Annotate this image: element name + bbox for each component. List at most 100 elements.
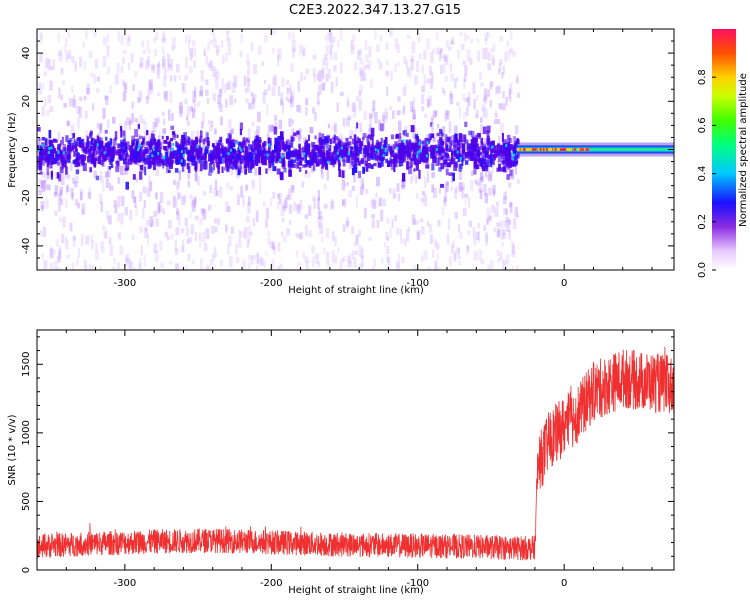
spectrogram-speckle <box>353 106 357 118</box>
spectrogram-speckle <box>128 120 133 125</box>
spectrogram-speckle <box>311 256 316 268</box>
spectrogram-speckle <box>197 176 201 186</box>
spectrogram-speckle <box>111 117 116 124</box>
spectrogram-speckle <box>177 169 182 174</box>
spectrogram-speckle <box>229 95 234 106</box>
spectrogram-core-cell <box>508 159 512 168</box>
spectrogram-speckle <box>161 46 165 52</box>
signal-peak-cell <box>562 148 565 151</box>
spectrogram-speckle <box>370 199 374 208</box>
spectrogram-speckle <box>321 236 324 243</box>
spectrogram-hot-cell <box>327 160 330 164</box>
spectrogram-speckle <box>316 92 320 104</box>
spectrogram-speckle <box>147 55 150 67</box>
spectrogram-core-cell <box>326 155 330 161</box>
spectrogram-core-cell <box>379 123 384 132</box>
spectrogram-speckle <box>71 86 74 93</box>
spectrogram-speckle <box>248 102 253 110</box>
spectrogram-core-cell <box>252 148 256 156</box>
spectrogram-speckle <box>355 234 359 244</box>
spectrogram-speckle <box>57 202 61 212</box>
spectrogram-core-cell <box>157 157 160 163</box>
spectrogram-core-cell <box>139 165 144 171</box>
spectrogram-hot-cell <box>182 154 185 158</box>
spectrogram-speckle <box>512 217 517 230</box>
spectrogram-speckle <box>259 256 263 266</box>
spectrogram-speckle <box>407 67 410 76</box>
spectrogram-speckle <box>225 201 229 213</box>
spectrogram-core-cell <box>38 137 41 142</box>
spectrogram-core-cell <box>390 158 395 164</box>
spectrogram-core-cell <box>477 146 481 151</box>
spectrogram-speckle <box>189 54 192 62</box>
spectrogram-speckle <box>131 234 135 241</box>
spectrogram-core-cell <box>321 159 324 169</box>
spectrogram-core-cell <box>186 151 190 155</box>
spectrogram-core-cell <box>456 139 461 146</box>
spectrogram-speckle <box>132 197 136 203</box>
spectrogram-speckle <box>411 41 416 54</box>
spectrogram-speckle <box>199 258 203 268</box>
spectrogram-speckle <box>371 266 376 270</box>
spectrogram-speckle <box>205 266 209 270</box>
y-tick-label: 1000 <box>21 420 32 445</box>
spectrogram-speckle <box>498 63 502 72</box>
spectrogram-speckle <box>146 234 149 246</box>
colorbar-label: Normalized spectral amplitude <box>738 73 749 227</box>
spectrogram-speckle <box>177 179 181 189</box>
spectrogram-speckle <box>413 264 416 270</box>
spectrogram-speckle <box>277 242 281 252</box>
spectrogram-speckle <box>322 58 326 66</box>
spectrogram-speckle <box>390 70 393 81</box>
spectrogram-speckle <box>263 35 268 43</box>
spectrogram-core-cell <box>120 125 123 131</box>
spectrogram-core-cell <box>187 162 190 167</box>
spectrogram-core-cell <box>157 139 161 147</box>
spectrogram-speckle <box>49 80 53 91</box>
spectrogram-speckle <box>321 82 325 91</box>
spectrogram-speckle <box>317 197 320 210</box>
spectrogram-speckle <box>304 214 309 219</box>
spectrogram-speckle <box>416 230 421 241</box>
spectrogram-speckle <box>324 35 328 40</box>
spectrogram-speckle <box>214 68 217 81</box>
spectrogram-core-cell <box>78 156 82 165</box>
spectrogram-speckle <box>60 94 64 101</box>
spectrogram-speckle <box>509 202 513 213</box>
spectrogram-x-ticks: -300 -200 -100 0 <box>36 29 653 289</box>
spectrogram-speckle <box>297 262 301 270</box>
spectrogram-speckle <box>224 83 227 94</box>
spectrogram-core-cell <box>311 158 314 166</box>
spectrogram-core-cell <box>441 145 444 152</box>
spectrogram-speckle <box>264 219 268 228</box>
spectrogram-core-cell <box>487 130 490 139</box>
spectrogram-speckle <box>436 254 439 260</box>
spectrogram-core-cell <box>399 132 402 139</box>
spectrogram-speckle <box>324 54 328 60</box>
spectrogram-core-cell <box>407 145 412 153</box>
spectrogram-speckle <box>459 231 463 239</box>
spectrogram-core-cell <box>304 163 309 168</box>
spectrogram-core-cell <box>180 157 184 162</box>
spectrogram-speckle <box>304 171 307 178</box>
spectrogram-speckle <box>162 35 167 44</box>
spectrogram-core-cell <box>186 157 191 161</box>
spectrogram-speckle <box>317 216 321 228</box>
spectrogram-speckle <box>134 71 138 78</box>
spectrogram-core-cell <box>199 152 203 159</box>
spectrogram-core-cell <box>323 152 327 161</box>
spectrogram-speckle <box>187 253 191 262</box>
spectrogram-speckle <box>215 139 218 145</box>
spectrogram-speckle <box>252 218 255 227</box>
spectrogram-speckle <box>358 245 362 258</box>
spectrogram-speckle <box>247 61 251 73</box>
spectrogram-core-cell <box>198 140 202 147</box>
spectrogram-speckle <box>426 38 430 50</box>
spectrogram-speckle <box>456 101 460 106</box>
y-tick-label: -40 <box>21 238 32 254</box>
spectrogram-speckle <box>66 120 70 126</box>
spectrogram-core-cell <box>48 154 51 158</box>
spectrogram-core-cell <box>283 168 287 173</box>
spectrogram-speckle <box>58 248 62 260</box>
spectrogram-core-cell <box>273 144 277 153</box>
